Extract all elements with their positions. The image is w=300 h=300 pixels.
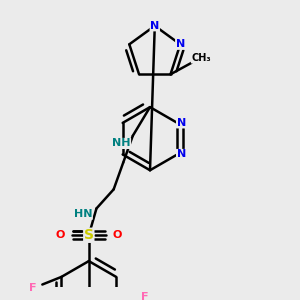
Text: N: N: [150, 21, 159, 31]
Text: O: O: [56, 230, 65, 240]
Text: CH₃: CH₃: [191, 53, 211, 63]
Text: HN: HN: [74, 209, 92, 219]
Text: N: N: [176, 118, 186, 128]
Text: S: S: [84, 228, 94, 242]
Text: F: F: [29, 283, 37, 293]
Text: NH: NH: [112, 139, 130, 148]
Text: O: O: [113, 230, 122, 240]
Text: N: N: [176, 149, 186, 160]
Text: N: N: [176, 39, 185, 49]
Text: F: F: [141, 292, 148, 300]
